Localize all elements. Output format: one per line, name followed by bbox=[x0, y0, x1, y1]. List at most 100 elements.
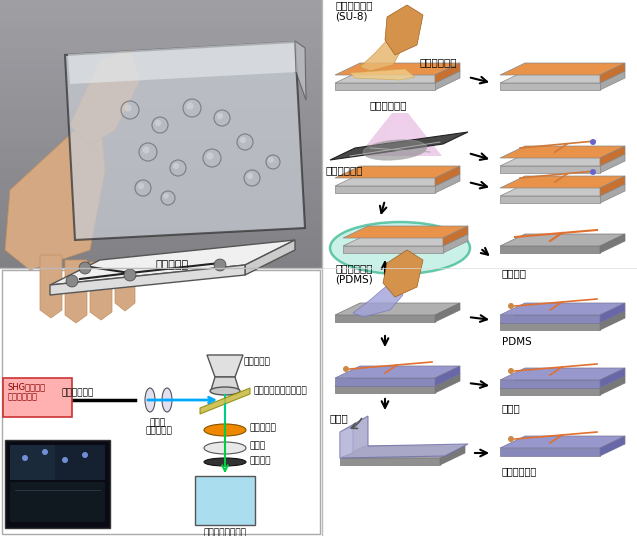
Circle shape bbox=[214, 259, 226, 271]
Polygon shape bbox=[500, 146, 625, 158]
Circle shape bbox=[66, 275, 78, 287]
Polygon shape bbox=[335, 366, 460, 378]
Polygon shape bbox=[207, 355, 243, 377]
FancyBboxPatch shape bbox=[10, 482, 105, 522]
Circle shape bbox=[217, 113, 223, 119]
FancyBboxPatch shape bbox=[3, 378, 72, 417]
Polygon shape bbox=[435, 366, 460, 386]
Polygon shape bbox=[5, 120, 105, 270]
Polygon shape bbox=[500, 323, 600, 330]
Polygon shape bbox=[40, 255, 62, 318]
Circle shape bbox=[343, 366, 349, 372]
Polygon shape bbox=[90, 262, 112, 320]
Polygon shape bbox=[335, 386, 435, 393]
Text: PDMS: PDMS bbox=[502, 337, 532, 347]
Circle shape bbox=[42, 449, 48, 455]
FancyBboxPatch shape bbox=[10, 445, 55, 480]
FancyBboxPatch shape bbox=[0, 248, 322, 255]
Polygon shape bbox=[65, 260, 87, 323]
Circle shape bbox=[206, 152, 213, 160]
FancyBboxPatch shape bbox=[0, 7, 322, 13]
FancyBboxPatch shape bbox=[0, 241, 322, 248]
FancyBboxPatch shape bbox=[0, 114, 322, 121]
Text: 熱硬化性樹脂
(PDMS): 熱硬化性樹脂 (PDMS) bbox=[335, 263, 373, 285]
Polygon shape bbox=[335, 174, 460, 186]
Circle shape bbox=[62, 457, 68, 463]
Text: はがす: はがす bbox=[330, 413, 348, 423]
Circle shape bbox=[143, 146, 150, 154]
Circle shape bbox=[138, 183, 144, 189]
Circle shape bbox=[22, 455, 28, 461]
FancyBboxPatch shape bbox=[0, 67, 322, 73]
Polygon shape bbox=[500, 196, 600, 203]
Polygon shape bbox=[600, 63, 625, 83]
Polygon shape bbox=[340, 416, 468, 458]
Polygon shape bbox=[600, 146, 625, 166]
Text: 光硬化性樹脂
(SU-8): 光硬化性樹脂 (SU-8) bbox=[335, 0, 373, 21]
Circle shape bbox=[124, 269, 136, 281]
Polygon shape bbox=[68, 41, 297, 84]
FancyBboxPatch shape bbox=[5, 440, 110, 528]
FancyBboxPatch shape bbox=[0, 188, 322, 195]
FancyBboxPatch shape bbox=[0, 73, 322, 80]
Polygon shape bbox=[600, 154, 625, 173]
Polygon shape bbox=[340, 426, 353, 458]
Polygon shape bbox=[600, 303, 625, 323]
Polygon shape bbox=[335, 186, 435, 193]
Text: 光ファイバー: 光ファイバー bbox=[62, 388, 94, 397]
FancyBboxPatch shape bbox=[0, 0, 322, 268]
Polygon shape bbox=[600, 184, 625, 203]
Ellipse shape bbox=[210, 387, 240, 395]
FancyBboxPatch shape bbox=[2, 270, 320, 534]
Polygon shape bbox=[440, 446, 465, 465]
Polygon shape bbox=[500, 246, 600, 253]
FancyBboxPatch shape bbox=[0, 101, 322, 107]
Polygon shape bbox=[245, 240, 295, 275]
Polygon shape bbox=[50, 240, 295, 285]
Polygon shape bbox=[500, 176, 625, 188]
Polygon shape bbox=[211, 377, 239, 390]
Polygon shape bbox=[600, 176, 625, 196]
Polygon shape bbox=[500, 311, 625, 323]
Circle shape bbox=[268, 157, 274, 163]
FancyBboxPatch shape bbox=[0, 27, 322, 33]
Polygon shape bbox=[600, 234, 625, 253]
FancyBboxPatch shape bbox=[0, 47, 322, 54]
Ellipse shape bbox=[204, 442, 246, 454]
Polygon shape bbox=[500, 368, 625, 380]
Text: レンズ: レンズ bbox=[249, 441, 265, 450]
Text: レンズ: レンズ bbox=[150, 418, 166, 427]
Polygon shape bbox=[435, 303, 460, 322]
Circle shape bbox=[173, 163, 179, 169]
Polygon shape bbox=[500, 376, 625, 388]
Text: フォトダイオード: フォトダイオード bbox=[203, 528, 246, 536]
FancyBboxPatch shape bbox=[0, 134, 322, 140]
Text: 鋳型完成: 鋳型完成 bbox=[502, 268, 527, 278]
Polygon shape bbox=[200, 388, 250, 414]
FancyBboxPatch shape bbox=[0, 195, 322, 201]
Polygon shape bbox=[500, 380, 600, 388]
Text: 微小流路完成: 微小流路完成 bbox=[502, 466, 537, 476]
FancyBboxPatch shape bbox=[0, 161, 322, 167]
Circle shape bbox=[590, 169, 596, 175]
Polygon shape bbox=[500, 315, 600, 323]
Polygon shape bbox=[350, 69, 415, 80]
FancyBboxPatch shape bbox=[0, 147, 322, 154]
Circle shape bbox=[187, 102, 194, 109]
Circle shape bbox=[124, 105, 132, 111]
FancyBboxPatch shape bbox=[0, 235, 322, 241]
Polygon shape bbox=[335, 166, 460, 178]
FancyBboxPatch shape bbox=[0, 13, 322, 20]
Polygon shape bbox=[335, 303, 460, 315]
Circle shape bbox=[163, 193, 169, 199]
Circle shape bbox=[240, 137, 246, 143]
FancyBboxPatch shape bbox=[0, 80, 322, 87]
FancyBboxPatch shape bbox=[0, 140, 322, 147]
Text: SHG型半導体
レーザー光源: SHG型半導体 レーザー光源 bbox=[8, 382, 46, 401]
FancyBboxPatch shape bbox=[0, 214, 322, 221]
Text: 熱硬化: 熱硬化 bbox=[502, 403, 521, 413]
Polygon shape bbox=[500, 63, 625, 75]
FancyBboxPatch shape bbox=[0, 181, 322, 188]
Polygon shape bbox=[500, 154, 625, 166]
Polygon shape bbox=[435, 63, 460, 83]
